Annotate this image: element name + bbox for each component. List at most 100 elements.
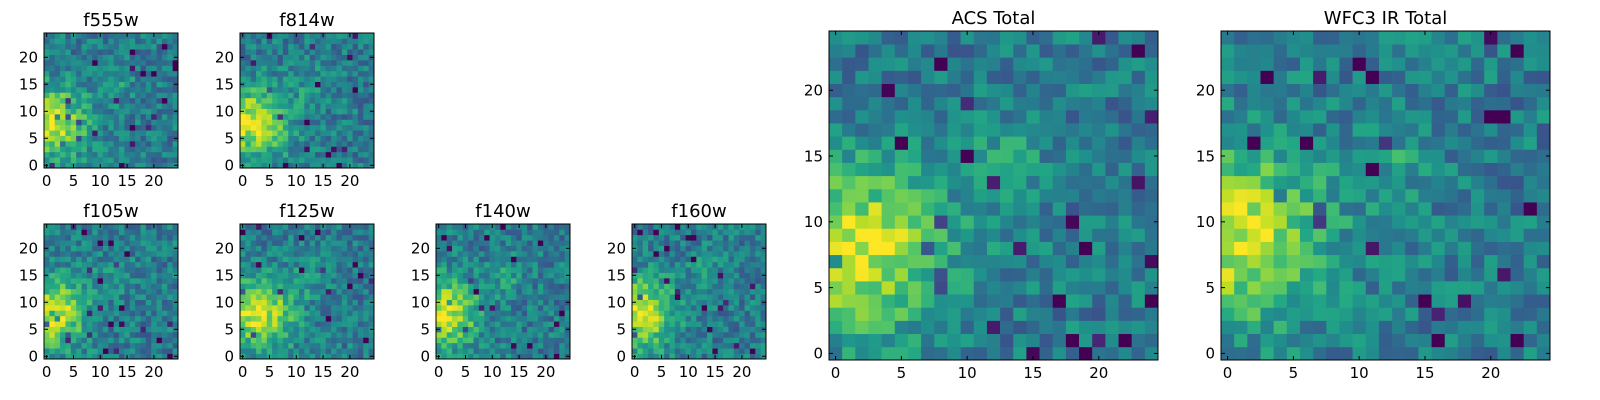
heatmap-cell xyxy=(135,119,141,126)
heatmap-cell xyxy=(331,294,337,300)
heatmap-cell xyxy=(637,229,644,236)
heatmap-cell xyxy=(309,92,316,99)
heatmap-cell xyxy=(65,103,72,109)
heatmap-cell xyxy=(145,224,152,230)
heatmap-cell xyxy=(986,109,1001,124)
heatmap-cell xyxy=(1079,333,1093,348)
heatmap-cell xyxy=(1131,294,1146,308)
heatmap-cell xyxy=(723,299,729,306)
heatmap-cell xyxy=(352,326,359,333)
heatmap-cell xyxy=(113,299,120,306)
heatmap-cell xyxy=(907,241,922,256)
heatmap-cell xyxy=(272,130,278,136)
heatmap-cell xyxy=(145,272,152,279)
heatmap-cell xyxy=(288,348,294,354)
heatmap-cell xyxy=(315,81,321,88)
heatmap-cell xyxy=(304,114,311,120)
heatmap-cell xyxy=(842,109,856,124)
heatmap-cell xyxy=(707,267,713,273)
heatmap-cell xyxy=(690,267,697,273)
heatmap-cell xyxy=(868,294,882,308)
heatmap-cell xyxy=(1000,254,1014,269)
heatmap-cell xyxy=(347,278,353,284)
heatmap-cell xyxy=(336,92,343,99)
x-tick-label: 10 xyxy=(679,363,698,381)
heatmap-cell xyxy=(347,65,353,72)
heatmap-cell xyxy=(124,151,131,158)
heatmap-cell xyxy=(1079,31,1093,45)
heatmap-cell xyxy=(986,162,1001,177)
heatmap-cell xyxy=(1260,175,1274,190)
heatmap-cell xyxy=(60,97,66,104)
heatmap-cell xyxy=(1273,202,1288,216)
heatmap-cell xyxy=(124,141,131,147)
heatmap-cell xyxy=(934,228,948,242)
heatmap-cell xyxy=(54,119,61,126)
heatmap-cell xyxy=(1118,294,1133,308)
heatmap-cell xyxy=(516,267,523,273)
heatmap-cell xyxy=(315,251,321,257)
heatmap-cell xyxy=(548,342,555,349)
heatmap-cell xyxy=(1418,241,1432,256)
heatmap-cell xyxy=(363,353,369,360)
heatmap-cell xyxy=(511,240,517,246)
heatmap-cell xyxy=(537,321,544,327)
heatmap-cell xyxy=(261,141,268,147)
heatmap-cell xyxy=(102,315,109,322)
heatmap-cell xyxy=(357,141,364,147)
heatmap-cell xyxy=(113,294,120,300)
heatmap-cell xyxy=(288,326,294,333)
heatmap-cell xyxy=(65,332,72,338)
heatmap-cell xyxy=(288,124,294,131)
heatmap-cell xyxy=(256,272,262,279)
heatmap-cell xyxy=(868,162,882,177)
heatmap-cell xyxy=(54,348,61,354)
heatmap-cell xyxy=(842,31,856,45)
heatmap-cell xyxy=(527,321,533,327)
heatmap-cell xyxy=(298,224,305,230)
heatmap-cell xyxy=(81,43,88,50)
heatmap-cell xyxy=(70,342,77,349)
heatmap-cell xyxy=(468,234,474,241)
heatmap-cell xyxy=(468,278,474,284)
heatmap-cell xyxy=(172,321,179,327)
heatmap-cell xyxy=(505,256,512,263)
heatmap-cell xyxy=(256,108,262,115)
heatmap-cell xyxy=(894,109,909,124)
heatmap-cell xyxy=(527,353,533,360)
heatmap-cell xyxy=(1144,136,1159,150)
heatmap-cell xyxy=(960,149,975,163)
heatmap-cell xyxy=(564,305,571,311)
heatmap-cell xyxy=(1365,202,1380,216)
heatmap-cell xyxy=(336,43,343,50)
heatmap-cell xyxy=(1352,267,1367,282)
heatmap-cell xyxy=(717,310,724,317)
heatmap-cell xyxy=(1013,202,1027,216)
heatmap-cell xyxy=(484,342,490,349)
x-tick-label: 10 xyxy=(287,172,306,190)
heatmap-cell xyxy=(436,256,442,263)
heatmap-cell xyxy=(113,240,120,246)
heatmap-cell xyxy=(331,288,337,295)
heatmap-cell xyxy=(325,157,332,163)
heatmap-cell xyxy=(1352,162,1367,177)
heatmap-cell xyxy=(272,261,278,268)
heatmap-cell xyxy=(553,251,560,257)
heatmap-cell xyxy=(1105,228,1119,242)
heatmap-cell xyxy=(352,49,359,55)
heatmap-cell xyxy=(245,283,252,290)
x-tick-label: 5 xyxy=(657,363,667,381)
heatmap-cell xyxy=(739,229,745,236)
heatmap-cell xyxy=(664,326,670,333)
heatmap-cell xyxy=(293,256,300,263)
heatmap-cell xyxy=(473,326,480,333)
heatmap-cell xyxy=(140,49,147,55)
heatmap-cell xyxy=(1536,228,1551,242)
heatmap-cell xyxy=(723,326,729,333)
heatmap-cell xyxy=(172,234,179,241)
heatmap-cell xyxy=(151,49,157,55)
heatmap-cell xyxy=(907,44,922,58)
heatmap-cell xyxy=(1418,162,1432,177)
heatmap-cell xyxy=(336,130,343,136)
heatmap-cell xyxy=(65,87,72,93)
